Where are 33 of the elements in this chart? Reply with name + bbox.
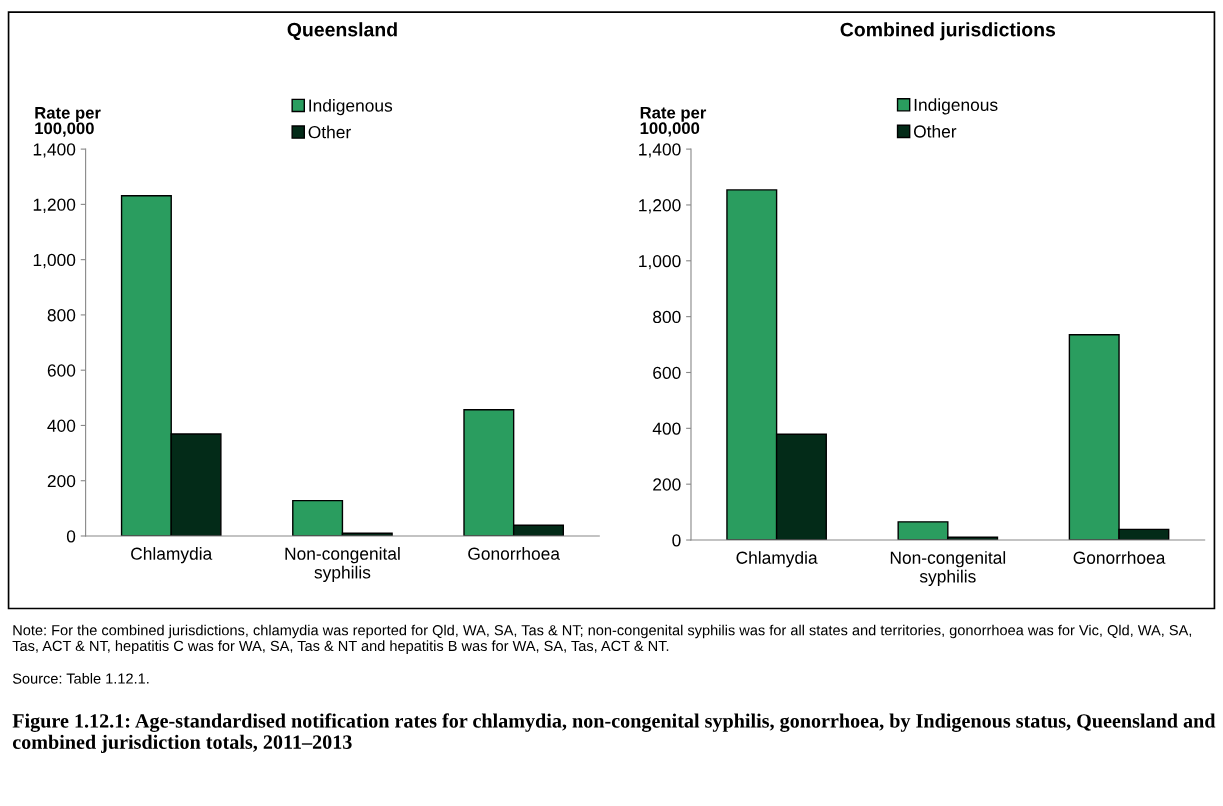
legend-label: Other xyxy=(308,125,351,139)
y-tick-label: 800 xyxy=(47,309,76,322)
y-tick-label: 800 xyxy=(653,310,681,324)
x-tick-label: Chlamydia xyxy=(736,551,818,568)
y-tick-label: 600 xyxy=(47,364,76,377)
y-tick-label: 1,000 xyxy=(33,253,76,269)
y-axis-title: Rate per 100,000 xyxy=(640,106,707,137)
text: Note: For the combined jurisdictions, chlamydia was reported for Qld, WA, SA, Tas & NT; non-congenital syphilis was for all states and territories, gonorrhoea was for Vic, Qld, WA, SA, Tas, ACT & NT, hepatitis C was for WA, SA, Tas & NT and hepatitis B was for WA, SA, Tas, ACT & NT. xyxy=(12,624,1192,654)
y-tick-label: 1,200 xyxy=(33,198,76,213)
y-tick-label: 400 xyxy=(47,419,76,432)
x-tick-label: Chlamydia xyxy=(131,547,213,564)
y-tick-label: 1,400 xyxy=(33,143,76,158)
x-tick-label: Gonorrhoea xyxy=(468,547,560,560)
legend-label: Indigenous xyxy=(309,98,393,116)
caption: Figure 1.12.1: Age-standardised notification rates for chlamydia, non-congenital syphilis, gonorrhoea, by Indigenous status, Queensland and combined jurisdiction totals, 2011–2013 xyxy=(12,713,1216,753)
y-tick-label: 1,200 xyxy=(639,199,681,214)
y-tick-label: 0 xyxy=(66,530,76,543)
y-tick-label: 0 xyxy=(672,534,681,547)
chart-title: Combined jurisdictions xyxy=(840,22,1056,41)
x-tick-label: Non-congenital syphilis xyxy=(890,551,1006,587)
legend-label: Other xyxy=(913,124,957,138)
x-tick-label: Gonorrhoea xyxy=(1073,551,1166,564)
legend-label: Indigenous xyxy=(914,98,998,115)
y-tick-label: 200 xyxy=(47,474,76,488)
y-axis-title: Rate per 100,000 xyxy=(35,107,101,137)
source-note: Source: Table 1.12.1. xyxy=(12,673,149,684)
x-tick-label: Non-congenital syphilis xyxy=(285,547,400,582)
y-tick-label: 400 xyxy=(652,422,681,435)
y-tick-label: 1,000 xyxy=(639,254,681,270)
y-tick-label: 1,400 xyxy=(639,143,681,158)
y-tick-label: 600 xyxy=(653,366,681,379)
chart-title: Queensland xyxy=(287,22,397,41)
y-tick-label: 200 xyxy=(653,478,681,491)
